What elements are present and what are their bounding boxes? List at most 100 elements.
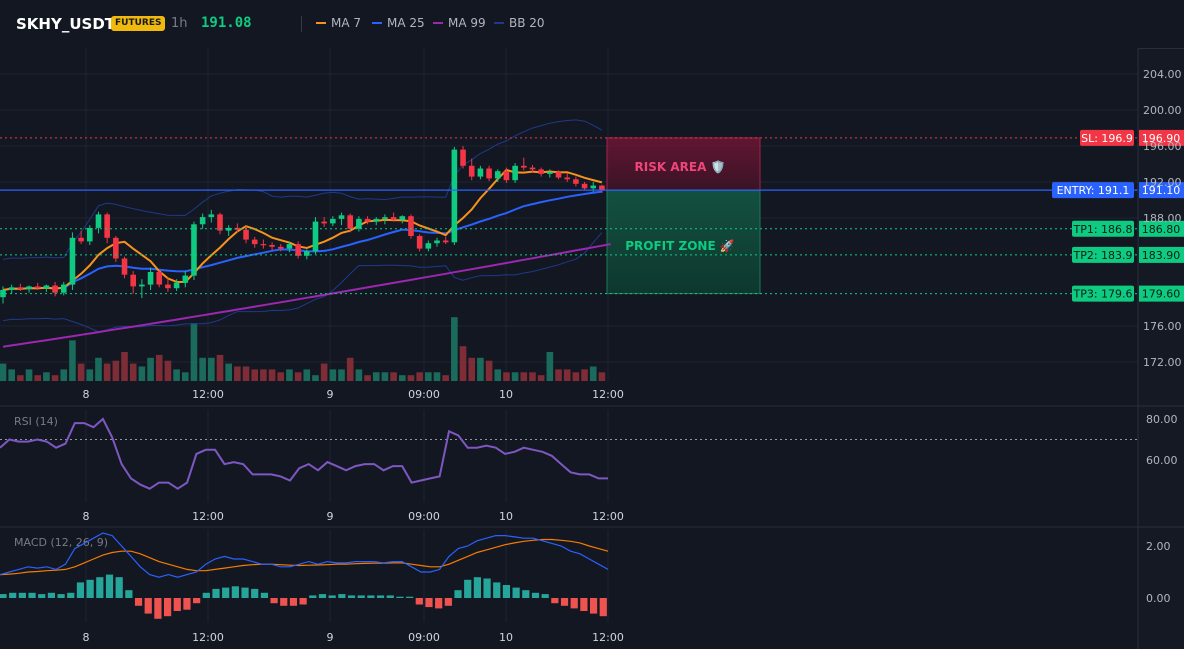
volume-bar	[303, 369, 311, 381]
macd-histogram-bar	[347, 595, 356, 598]
candle-body	[494, 171, 501, 179]
macd-histogram-bar	[289, 598, 298, 606]
candle-body	[399, 216, 406, 220]
rsi-pane: RSI (14) 80.00 60.00	[0, 413, 1178, 490]
volume-bar	[398, 375, 406, 381]
volume-bar	[199, 357, 206, 381]
candle-body	[408, 216, 414, 236]
volume-bar	[520, 372, 528, 381]
candle-body	[373, 218, 380, 222]
macd-histogram-bar	[415, 598, 423, 605]
level-axis-text: 183.90	[1142, 249, 1181, 262]
volume-bar	[164, 360, 172, 381]
candle-body	[442, 240, 449, 243]
last-price: 191.08	[201, 15, 252, 31]
candle-body	[225, 227, 232, 231]
time-tick-label: 9	[327, 388, 334, 401]
macd-histogram-bar	[18, 592, 26, 598]
macd-histogram-bar	[0, 594, 7, 598]
rsi-tick-label: 80.00	[1146, 413, 1178, 426]
candle-body	[382, 217, 388, 219]
volume-bar	[581, 369, 588, 381]
candle-body	[139, 284, 145, 287]
legend-ma7[interactable]: MA 7	[316, 16, 361, 30]
chart-header: SKHY_USDT FUTURES 1h 191.08 MA 7 MA 25 M…	[0, 0, 1184, 49]
volume-bar	[190, 323, 198, 381]
price-tick-label: 204.00	[1143, 68, 1182, 81]
time-tick-label: 8	[83, 510, 90, 523]
candle-body	[208, 214, 215, 218]
candle-body	[416, 236, 423, 249]
volume-bar	[260, 369, 267, 381]
candle-body	[269, 245, 275, 247]
volume-bar	[129, 363, 137, 381]
level-axis-text: 186.80	[1142, 223, 1181, 236]
legend-ma99[interactable]: MA 99	[433, 16, 486, 30]
candle-body	[121, 258, 128, 275]
candle-body	[364, 218, 371, 222]
price-tick-label: 200.00	[1143, 104, 1182, 117]
candle-body	[564, 177, 570, 180]
macd-histogram-bar	[512, 587, 520, 598]
macd-histogram-bar	[376, 595, 385, 598]
macd-histogram-bar	[493, 582, 501, 598]
macd-histogram-bar	[96, 577, 104, 598]
volume-bar	[147, 357, 154, 381]
legend-ma25[interactable]: MA 25	[372, 16, 425, 30]
volume-bar	[451, 317, 458, 381]
macd-histogram-bar	[425, 598, 433, 608]
macd-histogram-bar	[105, 574, 114, 598]
level-tag-text: SL: 196.9	[1081, 132, 1133, 145]
macd-histogram-bar	[173, 598, 181, 611]
macd-histogram-bar	[280, 598, 288, 606]
rsi-title: RSI (14)	[14, 415, 58, 428]
timeframe-selector[interactable]: 1h	[171, 16, 188, 31]
volume-bar	[416, 372, 423, 381]
macd-histogram-bar	[251, 588, 259, 598]
grid	[0, 48, 1138, 622]
candle-body	[581, 183, 588, 189]
candle-body	[52, 285, 58, 293]
level-tag-text: TP1: 186.8	[1072, 223, 1132, 236]
level-tag-text: ENTRY: 191.1	[1057, 184, 1130, 197]
symbol-title[interactable]: SKHY_USDT	[16, 15, 116, 33]
rsi-tick-label: 60.00	[1146, 454, 1178, 467]
macd-histogram-bar	[38, 594, 46, 598]
time-tick-label: 12:00	[592, 510, 624, 523]
candle-body	[0, 290, 6, 298]
candle-body	[356, 218, 362, 229]
macd-histogram-bar	[560, 598, 569, 606]
macd-histogram-bar	[270, 598, 278, 604]
macd-histogram-bar	[502, 585, 511, 598]
macd-tick-label: 0.00	[1146, 592, 1171, 605]
candle-body	[330, 218, 336, 224]
volume-bar	[103, 363, 111, 381]
candle-body	[165, 284, 171, 289]
volume-bar	[346, 357, 354, 381]
candle-body	[104, 214, 110, 238]
volume-bar	[529, 372, 536, 381]
macd-line	[0, 532, 609, 578]
macd-histogram-bar	[357, 595, 365, 598]
level-tag-text: TP3: 179.6	[1072, 288, 1132, 301]
level-axis-text: 196.90	[1142, 132, 1181, 145]
candle-body	[243, 229, 249, 240]
level-axis-tag-tp1	[1139, 220, 1184, 237]
volume-bar	[589, 366, 597, 381]
level-tag-tp3	[1072, 285, 1134, 302]
candle-body	[312, 221, 319, 252]
volume-bar	[95, 357, 102, 381]
candle-body	[547, 172, 553, 174]
volume-bar	[181, 372, 189, 381]
profit-zone-label: PROFIT ZONE 🚀	[625, 239, 735, 253]
candle-body	[87, 227, 93, 242]
legend-bb20[interactable]: BB 20	[494, 16, 545, 30]
candle-body	[130, 274, 136, 287]
candle-body	[390, 217, 397, 220]
candle-body	[529, 167, 536, 170]
candle-body	[26, 286, 32, 290]
macd-histogram-bar	[86, 579, 94, 598]
volume-bars	[0, 317, 606, 381]
bb-upper-line	[2, 119, 603, 260]
